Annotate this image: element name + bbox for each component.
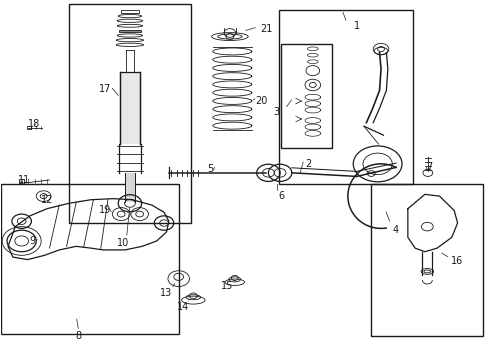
- Bar: [0, 184, 178, 334]
- Text: 16: 16: [449, 256, 462, 266]
- Text: 14: 14: [177, 302, 189, 312]
- Text: 2: 2: [304, 159, 310, 169]
- Text: 6: 6: [278, 191, 284, 201]
- Text: 15: 15: [221, 281, 233, 291]
- Text: 4: 4: [392, 225, 398, 235]
- Text: 19: 19: [99, 206, 111, 216]
- Text: 10: 10: [116, 238, 128, 248]
- Text: 8: 8: [76, 331, 81, 341]
- Text: 13: 13: [160, 288, 172, 298]
- Bar: [69, 4, 190, 223]
- Text: 5: 5: [207, 164, 213, 174]
- Bar: [26, 126, 31, 130]
- Bar: [125, 173, 135, 202]
- Bar: [119, 30, 141, 32]
- Text: 3: 3: [273, 107, 279, 117]
- Text: 12: 12: [41, 195, 53, 205]
- Bar: [121, 10, 139, 13]
- Text: 9: 9: [29, 236, 35, 246]
- Text: 7: 7: [426, 162, 432, 172]
- Text: 21: 21: [260, 24, 272, 35]
- Bar: [120, 72, 140, 144]
- Bar: [278, 10, 412, 184]
- Text: 11: 11: [18, 175, 30, 185]
- Text: 20: 20: [255, 96, 267, 106]
- Bar: [19, 179, 24, 184]
- Text: 18: 18: [28, 120, 40, 129]
- Text: 1: 1: [353, 21, 359, 31]
- Bar: [281, 44, 331, 148]
- Bar: [370, 184, 483, 336]
- Text: 17: 17: [99, 84, 111, 94]
